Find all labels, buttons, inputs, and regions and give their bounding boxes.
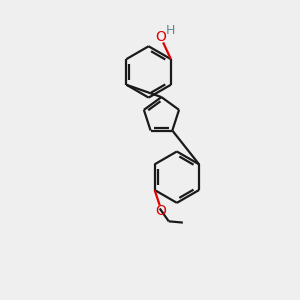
Text: O: O — [156, 30, 167, 44]
Text: O: O — [155, 203, 166, 218]
Text: H: H — [166, 24, 175, 37]
